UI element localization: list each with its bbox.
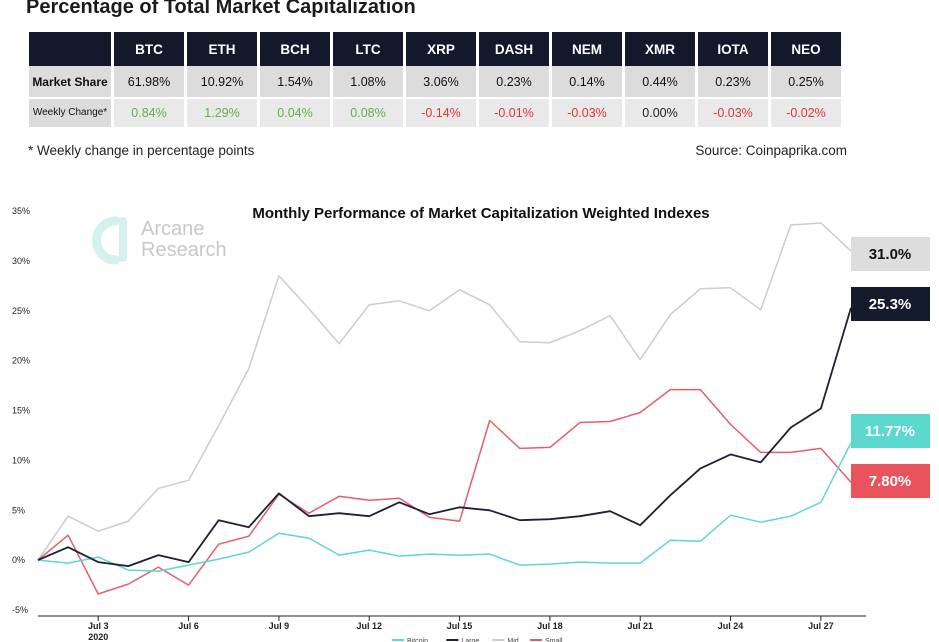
y-axis: 35% 30% 25% 20% 15% 10% 5% 0% -5% (12, 206, 30, 615)
x-tick-label: Jul 24 (718, 621, 744, 631)
table-footnote: * Weekly change in percentage points (28, 143, 255, 158)
table-corner (29, 32, 111, 66)
x-tick-label: Jul 15 (447, 621, 473, 631)
series-lines (37, 222, 852, 595)
legend-entry: Large (461, 638, 479, 642)
source-credit: Source: Coinpaprika.com (695, 143, 847, 158)
table-cell: 0.44% (625, 66, 695, 99)
x-tick-label: Jul 6 (178, 621, 199, 631)
y-tick-label: 0% (12, 555, 25, 565)
end-label-box-mid (851, 237, 930, 271)
watermark: Arcane Research (92, 216, 227, 265)
legend-entry: Bitcoin (407, 638, 428, 642)
table-cell: 3.06% (406, 66, 476, 99)
x-tick-label: Jul 27 (808, 621, 834, 631)
column-header: XRP (406, 32, 476, 66)
series-line-mid (37, 222, 852, 561)
table-cell: 10.92% (187, 66, 257, 99)
market-cap-table: BTC ETH BCH LTC XRP DASH NEM XMR IOTA NE… (26, 32, 844, 127)
legend: Bitcoin Large Mid Small (392, 638, 563, 642)
table-row-market-share: Market Share 61.98% 10.92% 1.54% 1.08% 3… (29, 66, 841, 99)
y-tick-label: 5% (12, 505, 25, 515)
y-tick-label: 20% (12, 356, 30, 366)
table-cell: 61.98% (114, 66, 184, 99)
table-cell: 1.29% (187, 99, 257, 127)
table-cell: 0.00% (625, 99, 695, 127)
table-cell: -0.02% (771, 99, 841, 127)
watermark-line2: Research (141, 239, 227, 261)
end-labels: 11.77% 25.3% 31.0% 7.80% (851, 237, 930, 498)
table-cell: 0.08% (333, 99, 403, 127)
row-label: Weekly Change* (29, 99, 111, 127)
table-cell: 0.23% (479, 66, 549, 99)
x-tick-sublabel: 2020 (88, 632, 108, 642)
x-tick-label: Jul 9 (269, 621, 290, 631)
x-tick-label: Jul 12 (356, 621, 382, 631)
y-tick-label: 15% (12, 406, 30, 416)
table-cell: -0.03% (698, 99, 768, 127)
legend-entry: Small (545, 638, 563, 642)
column-header: BCH (260, 32, 330, 66)
table-cell: 0.23% (698, 66, 768, 99)
x-tick-label: Jul 21 (627, 621, 653, 631)
x-axis: Jul 3 Jul 6 Jul 9 Jul 12 Jul 15 Jul 18 Jul 21 J… (38, 615, 866, 642)
table-cell: 0.14% (552, 66, 622, 99)
table-cell: 1.08% (333, 66, 403, 99)
page-title: Percentage of Total Market Capitalizatio… (26, 0, 416, 18)
end-label-box-large (851, 287, 930, 321)
column-header: LTC (333, 32, 403, 66)
legend-entry: Mid (507, 638, 518, 642)
y-tick-label: 35% (12, 206, 30, 216)
watermark-line1: Arcane (141, 218, 204, 240)
y-tick-label: -5% (12, 605, 28, 615)
end-label-box-bitcoin (851, 414, 930, 448)
end-label-large: 25.3% (869, 296, 912, 313)
column-header: BTC (114, 32, 184, 66)
y-tick-label: 30% (12, 256, 30, 266)
table-cell: -0.01% (479, 99, 549, 127)
column-header: ETH (187, 32, 257, 66)
column-header: XMR (625, 32, 695, 66)
table-cell: 0.25% (771, 66, 841, 99)
table-cell: 0.84% (114, 99, 184, 127)
table-cell: 0.04% (260, 99, 330, 127)
table-header-row: BTC ETH BCH LTC XRP DASH NEM XMR IOTA NE… (29, 32, 841, 66)
column-header: NEM (552, 32, 622, 66)
table-cell: -0.14% (406, 99, 476, 127)
end-label-bitcoin: 11.77% (865, 423, 915, 440)
series-line-large (37, 307, 852, 567)
row-label: Market Share (29, 66, 111, 99)
series-line-small (37, 388, 852, 595)
y-tick-label: 10% (12, 455, 30, 465)
chart-title: Monthly Performance of Market Capitaliza… (252, 205, 709, 222)
end-label-box-small (851, 464, 930, 498)
column-header: IOTA (698, 32, 768, 66)
table-row-weekly-change: Weekly Change* 0.84% 1.29% 0.04% 0.08% -… (29, 99, 841, 127)
table-cell: -0.03% (552, 99, 622, 127)
end-label-small: 7.80% (869, 473, 912, 490)
x-tick-label: Jul 3 (88, 621, 109, 631)
y-tick-label: 25% (12, 306, 30, 316)
end-label-mid: 31.0% (869, 246, 912, 263)
series-line-bitcoin (37, 442, 852, 572)
column-header: NEO (771, 32, 841, 66)
table-cell: 1.54% (260, 66, 330, 99)
column-header: DASH (479, 32, 549, 66)
arcane-logo-icon (92, 216, 127, 265)
x-tick-label: Jul 18 (537, 621, 563, 631)
